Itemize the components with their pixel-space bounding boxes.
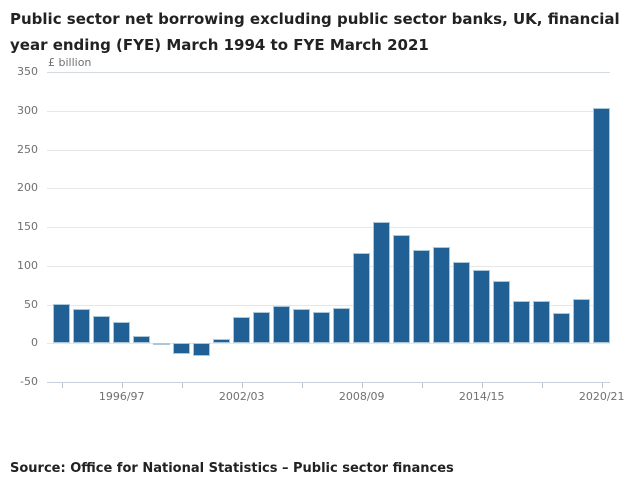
y-axis-tick-label-350: 350 — [17, 65, 38, 78]
gridline-50 — [47, 304, 610, 306]
gridline-150 — [47, 227, 610, 228]
x-axis-tick-2014/15 — [481, 383, 483, 388]
bar-2018/19[interactable] — [553, 313, 571, 344]
bar-2016/17[interactable] — [513, 301, 531, 344]
x-axis-tick-1996/97 — [121, 383, 123, 388]
x-axis-tick-2017/18 — [541, 383, 543, 388]
x-axis-tick-2008/09 — [361, 383, 363, 388]
x-axis-tick-1999/00 — [181, 383, 183, 388]
x-axis-label-2014/15: 2014/15 — [458, 390, 505, 403]
y-axis-tick-label-200: 200 — [17, 181, 38, 195]
source-caption: Source: Office for National Statistics –… — [10, 461, 454, 476]
bar-2009/10[interactable] — [373, 221, 391, 344]
bar-2001/02[interactable] — [213, 339, 231, 344]
x-axis-tick-2011/12 — [421, 383, 423, 388]
bar-2007/08[interactable] — [333, 308, 351, 344]
bar-1995/96[interactable] — [93, 316, 111, 344]
x-axis-label-2020/21: 2020/21 — [578, 390, 625, 403]
bar-2003/04[interactable] — [253, 311, 271, 344]
bar-2010/11[interactable] — [393, 234, 411, 344]
bar-2011/12[interactable] — [413, 249, 431, 344]
x-axis-tick-2002/03 — [241, 383, 243, 388]
chart-title: Public sector net borrowing excluding pu… — [10, 6, 630, 58]
bar-2005/06[interactable] — [293, 309, 311, 344]
chart-title-line-1: Public sector net borrowing excluding pu… — [10, 10, 620, 28]
bar-2012/13[interactable] — [433, 247, 451, 344]
gridline-100 — [47, 265, 610, 267]
y-axis-tick-label-50: 50 — [24, 297, 38, 311]
bar-1994/95[interactable] — [73, 309, 91, 344]
bar-1999/00[interactable] — [173, 343, 191, 355]
y-axis-tick-label-150: 150 — [17, 220, 38, 233]
bar-2013/14[interactable] — [453, 261, 471, 344]
gridline-0 — [47, 343, 610, 345]
chart-title-line-2: year ending (FYE) March 1994 to FYE Marc… — [10, 36, 429, 54]
bar-2015/16[interactable] — [493, 281, 511, 344]
bar-2006/07[interactable] — [313, 312, 331, 344]
y-axis-tick-label--50: -50 — [20, 375, 38, 388]
x-axis-tick-2020/21 — [601, 383, 603, 388]
x-axis-line — [47, 382, 610, 383]
bar-2004/05[interactable] — [273, 306, 291, 344]
bar-2000/01[interactable] — [193, 343, 211, 357]
bar-2019/20[interactable] — [573, 299, 591, 344]
bar-2002/03[interactable] — [233, 316, 251, 344]
gridline-200 — [47, 188, 610, 190]
y-axis-tick-label-300: 300 — [17, 103, 38, 117]
bar-2020/21[interactable] — [593, 108, 611, 344]
bar-1993/94[interactable] — [53, 303, 71, 344]
bar-2014/15[interactable] — [473, 269, 491, 344]
bar-1996/97[interactable] — [113, 322, 131, 344]
bar-2008/09[interactable] — [353, 253, 371, 344]
gridline-250 — [47, 149, 610, 151]
gridline-300 — [47, 110, 610, 112]
x-axis-label-2002/03: 2002/03 — [218, 390, 265, 403]
bar-1997/98[interactable] — [133, 335, 151, 344]
x-axis-label-2008/09: 2008/09 — [338, 390, 385, 403]
y-axis-unit-label: £ billion — [48, 56, 92, 69]
x-axis-tick-2005/06 — [301, 383, 303, 388]
y-axis-tick-label-100: 100 — [17, 258, 38, 272]
bar-2017/18[interactable] — [533, 301, 551, 344]
bar-1998/99[interactable] — [153, 343, 171, 346]
y-axis-tick-label-250: 250 — [17, 142, 38, 156]
x-axis-label-1996/97: 1996/97 — [98, 390, 145, 403]
x-axis-tick-1993/94 — [61, 383, 63, 388]
gridline-350 — [47, 72, 610, 73]
y-axis-tick-label-0: 0 — [31, 336, 38, 350]
